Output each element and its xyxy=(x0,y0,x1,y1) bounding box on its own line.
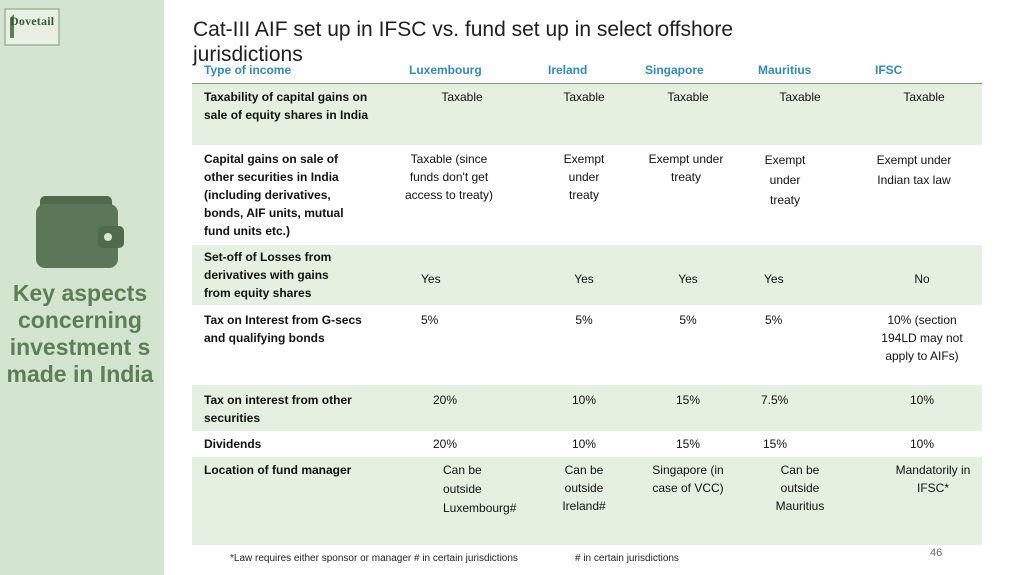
row-label: Dividends xyxy=(204,437,262,451)
cell-mauritius: Can be outside Mauritius xyxy=(775,463,825,513)
cell-ireland: Taxable xyxy=(563,90,605,104)
header-ifsc: IFSC xyxy=(875,63,903,77)
header-singapore: Singapore xyxy=(645,63,704,77)
side-title: Key aspects concerning investment s made… xyxy=(6,280,154,387)
wallet-icon xyxy=(36,196,124,268)
page-number: 46 xyxy=(930,547,943,559)
cell-luxembourg: 5% xyxy=(421,313,439,327)
cell-ifsc: No xyxy=(914,272,930,286)
page-title: Cat-III AIF set up in IFSC vs. fund set … xyxy=(193,18,734,66)
cell-ireland: 10% xyxy=(571,437,597,451)
cell-luxembourg: Taxable xyxy=(441,90,483,104)
cell-singapore: Yes xyxy=(678,272,698,286)
cell-luxembourg: 20% xyxy=(433,393,458,407)
header-luxembourg: Luxembourg xyxy=(409,63,482,77)
cell-luxembourg: Can be outside Luxembourg# xyxy=(443,463,517,515)
header-mauritius: Mauritius xyxy=(758,63,812,77)
cell-ifsc: 10% xyxy=(909,437,935,451)
cell-ifsc: Taxable xyxy=(903,90,945,104)
dovetail-logo-icon xyxy=(4,8,60,46)
cell-singapore: Exempt under treaty xyxy=(648,152,724,184)
row-label: Taxability of capital gains on sale of e… xyxy=(204,90,369,122)
table-row: Taxability of capital gains on sale of e… xyxy=(192,84,982,145)
table-row: Location of fund manager Can be outside … xyxy=(192,457,982,545)
footnote-jurisdictions: # in certain jurisdictions xyxy=(575,553,679,564)
cell-ifsc: 10% xyxy=(909,393,935,407)
cell-ireland: Can be outside Ireland# xyxy=(562,463,606,513)
table-row: Dividends 20% 10% 15% 15% 10% xyxy=(192,431,982,457)
cell-ifsc: Mandatorily in IFSC* xyxy=(895,463,971,495)
cell-singapore: Taxable xyxy=(667,90,709,104)
footnote-sponsor-manager: *Law requires either sponsor or manager … xyxy=(230,553,518,564)
cell-ireland: 5% xyxy=(575,313,593,327)
cell-singapore: 5% xyxy=(679,313,697,327)
cell-ifsc: 10% (section 194LD may not apply to AIFs… xyxy=(881,313,963,363)
cell-mauritius: Taxable xyxy=(779,90,821,104)
cell-ireland: 10% xyxy=(571,393,597,407)
table-row: Tax on Interest from G-secs and qualifyi… xyxy=(192,305,982,385)
cell-singapore: Singapore (in case of VCC) xyxy=(652,463,724,495)
table-row: Set-off of Losses from derivatives with … xyxy=(192,245,982,305)
row-label: Location of fund manager xyxy=(204,463,352,477)
cell-mauritius: Exempt under treaty xyxy=(764,153,806,207)
cell-singapore: 15% xyxy=(675,393,701,407)
header-ireland: Ireland xyxy=(548,63,588,77)
cell-mauritius: 7.5% xyxy=(761,393,789,407)
cell-mauritius: 15% xyxy=(763,437,788,451)
row-label: Set-off of Losses from derivatives with … xyxy=(204,250,332,300)
table-header: Type of income Luxembourg Ireland Singap… xyxy=(192,57,982,84)
table-row: Tax on interest from other securities 20… xyxy=(192,385,982,431)
header-type-of-income: Type of income xyxy=(204,63,292,77)
logo-text: Dovetail xyxy=(10,14,55,28)
row-label: Tax on Interest from G-secs and qualifyi… xyxy=(204,313,362,345)
cell-ireland: Yes xyxy=(574,272,594,286)
cell-luxembourg: 20% xyxy=(433,437,458,451)
cell-luxembourg: Taxable (since funds don't get access to… xyxy=(404,152,494,202)
cell-ireland: Exempt under treaty xyxy=(563,152,605,202)
table-row: Capital gains on sale of other securitie… xyxy=(192,145,982,303)
cell-mauritius: Yes xyxy=(764,272,784,286)
cell-ifsc: Exempt under Indian tax law xyxy=(876,153,952,187)
row-label: Tax on interest from other securities xyxy=(204,393,352,425)
row-label: Capital gains on sale of other securitie… xyxy=(204,152,344,238)
cell-singapore: 15% xyxy=(675,437,701,451)
sidebar: Dovetail Key aspects concerning investme… xyxy=(0,0,164,575)
cell-mauritius: 5% xyxy=(765,313,783,327)
cell-luxembourg: Yes xyxy=(421,272,441,286)
